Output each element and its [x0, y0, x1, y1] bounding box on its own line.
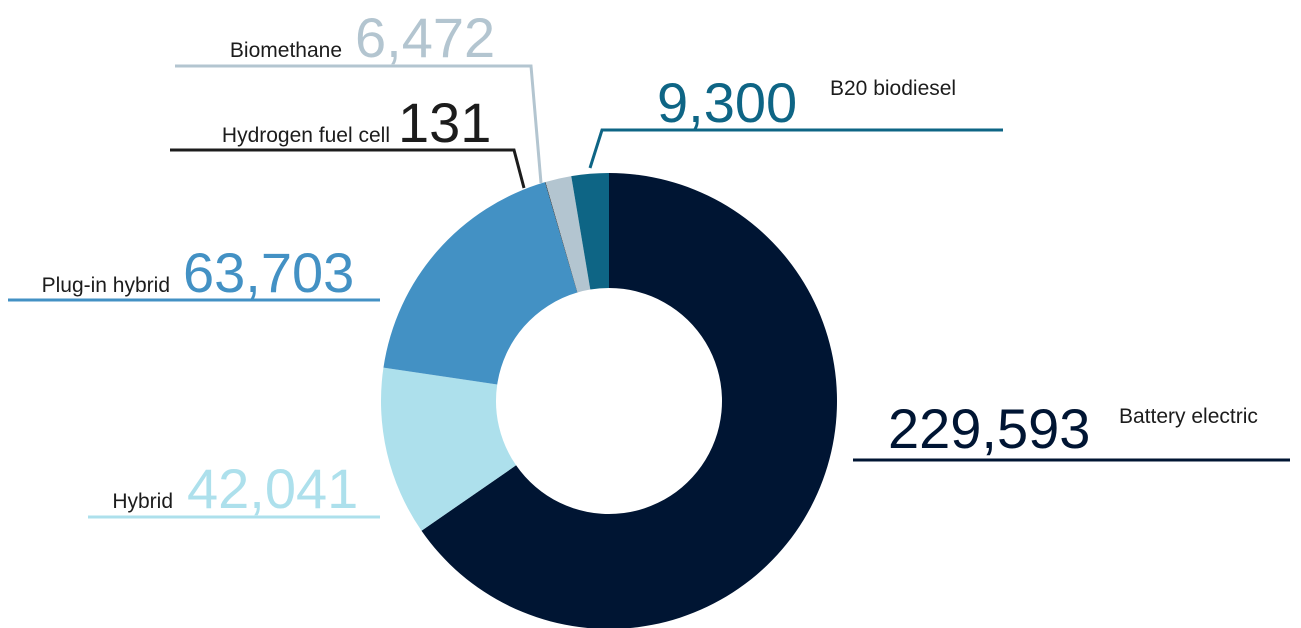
- value-label: 42,041: [187, 457, 358, 520]
- category-label: Hybrid: [112, 490, 173, 513]
- donut-slice: [381, 367, 517, 531]
- value-label: 9,300: [657, 71, 797, 134]
- category-label: Hydrogen fuel cell: [222, 124, 390, 147]
- category-label: Biomethane: [230, 39, 342, 62]
- value-label: 131: [398, 91, 491, 154]
- donut-slice: [545, 176, 591, 293]
- category-label: Battery electric: [1119, 405, 1258, 428]
- donut-slice: [421, 173, 837, 628]
- leader-line: [175, 64, 543, 184]
- donut-slice: [571, 173, 609, 290]
- leader-line: [170, 148, 526, 189]
- value-label: 63,703: [183, 241, 354, 304]
- donut-slice: [383, 182, 578, 385]
- value-label: 229,593: [888, 397, 1090, 460]
- leader-line: [588, 128, 1003, 169]
- value-label: 6,472: [355, 6, 495, 69]
- donut-slice: [545, 182, 578, 293]
- category-label: B20 biodiesel: [830, 77, 956, 100]
- category-label: Plug-in hybrid: [42, 274, 170, 297]
